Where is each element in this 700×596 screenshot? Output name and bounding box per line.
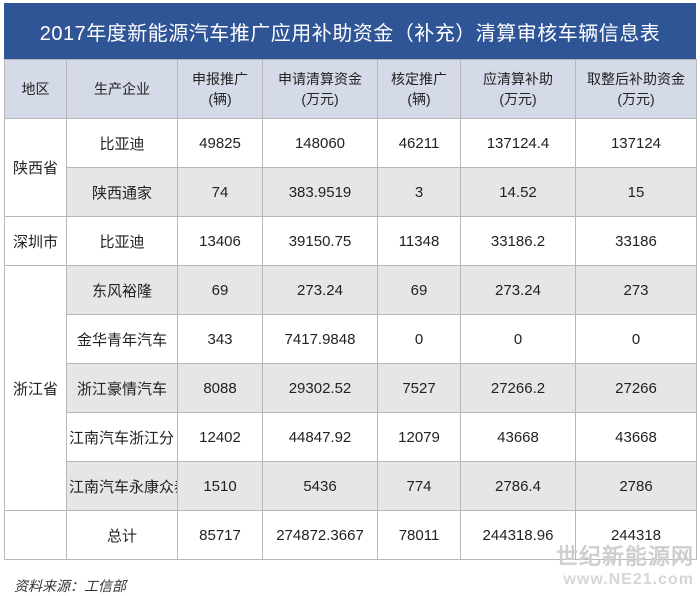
company-cell: 比亚迪 [66, 216, 178, 266]
rounded-cell: 15 [575, 167, 697, 217]
applied-cell: 7417.9848 [262, 314, 378, 364]
header-declared: 申报推广 (辆) [177, 59, 263, 119]
rounded-cell: 27266 [575, 363, 697, 413]
applied-cell: 273.24 [262, 265, 378, 315]
verified-cell: 69 [377, 265, 461, 315]
verified-cell: 12079 [377, 412, 461, 462]
applied-cell: 44847.92 [262, 412, 378, 462]
rounded-cell: 2786 [575, 461, 697, 511]
table-row: 金华青年汽车 343 7417.9848 0 0 0 [5, 314, 697, 364]
table-title: 2017年度新能源汽车推广应用补助资金（补充）清算审核车辆信息表 [4, 3, 696, 59]
declared-cell: 74 [177, 167, 263, 217]
rounded-cell: 0 [575, 314, 697, 364]
verified-cell: 3 [377, 167, 461, 217]
company-cell: 江南汽车永康众泰 [66, 461, 178, 511]
total-rounded: 244318 [575, 510, 697, 560]
company-cell: 金华青年汽车 [66, 314, 178, 364]
total-subsidy: 244318.96 [460, 510, 576, 560]
rounded-cell: 273 [575, 265, 697, 315]
declared-cell: 49825 [177, 118, 263, 168]
source-note: 资料来源：工信部 [14, 578, 126, 594]
region-cell-zhejiang: 浙江省 [4, 265, 67, 511]
table-frame: 2017年度新能源汽车推广应用补助资金（补充）清算审核车辆信息表 地区 生产企业… [4, 3, 697, 569]
subsidy-cell: 33186.2 [460, 216, 576, 266]
table-row: 江南汽车永康众泰 1510 5436 774 2786.4 2786 [5, 461, 697, 511]
header-applied: 申请清算资金 (万元) [262, 59, 378, 119]
verified-cell: 11348 [377, 216, 461, 266]
subsidy-cell: 273.24 [460, 265, 576, 315]
watermark-url: www.NE21.com [563, 571, 694, 588]
total-verified: 78011 [377, 510, 461, 560]
watermark-name: 世纪新能源网 [555, 544, 694, 569]
subsidy-cell: 0 [460, 314, 576, 364]
subsidy-cell: 43668 [460, 412, 576, 462]
company-cell: 比亚迪 [66, 118, 178, 168]
applied-cell: 148060 [262, 118, 378, 168]
applied-cell: 39150.75 [262, 216, 378, 266]
verified-cell: 774 [377, 461, 461, 511]
table-row: 陕西通家 74 383.9519 3 14.52 15 [5, 167, 697, 217]
applied-cell: 5436 [262, 461, 378, 511]
declared-cell: 13406 [177, 216, 263, 266]
applied-cell: 383.9519 [262, 167, 378, 217]
table-row: 陕西省 比亚迪 49825 148060 46211 137124.4 1371… [4, 118, 697, 217]
total-region-cell [4, 510, 67, 560]
watermark: 世纪新能源网 www.NE21.com [556, 539, 694, 589]
declared-cell: 343 [177, 314, 263, 364]
header-verified: 核定推广 (辆) [377, 59, 461, 119]
company-cell: 陕西通家 [66, 167, 178, 217]
region-cell-shenzhen: 深圳市 [4, 216, 67, 266]
subsidy-cell: 137124.4 [460, 118, 576, 168]
header-subsidy: 应清算补助 (万元) [460, 59, 576, 119]
company-cell: 东风裕隆 [66, 265, 178, 315]
table-row: 浙江省 东风裕隆 69 273.24 69 273.24 273 [4, 265, 697, 511]
subsidy-cell: 27266.2 [460, 363, 576, 413]
verified-cell: 7527 [377, 363, 461, 413]
rounded-cell: 43668 [575, 412, 697, 462]
company-cell: 浙江豪情汽车 [66, 363, 178, 413]
declared-cell: 8088 [177, 363, 263, 413]
table-row: 浙江豪情汽车 8088 29302.52 7527 27266.2 27266 [5, 363, 697, 413]
total-label: 总计 [66, 510, 178, 560]
total-declared: 85717 [177, 510, 263, 560]
declared-cell: 1510 [177, 461, 263, 511]
region-cell-shaanxi: 陕西省 [4, 118, 67, 217]
table-row: 江南汽车浙江分 12402 44847.92 12079 43668 43668 [5, 412, 697, 462]
total-row: 总计 85717 274872.3667 78011 244318.96 244… [4, 510, 697, 560]
subsidy-table: 地区 生产企业 申报推广 (辆) 申请清算资金 (万元) 核定推广 (辆) 应清算补助… [4, 59, 697, 560]
rounded-cell: 33186 [575, 216, 697, 266]
table-row: 深圳市 比亚迪 13406 39150.75 11348 33186.2 331… [4, 216, 697, 266]
declared-cell: 69 [177, 265, 263, 315]
header-row: 地区 生产企业 申报推广 (辆) 申请清算资金 (万元) 核定推广 (辆) 应清算补助… [4, 59, 697, 119]
total-applied: 274872.3667 [262, 510, 378, 560]
verified-cell: 46211 [377, 118, 461, 168]
declared-cell: 12402 [177, 412, 263, 462]
header-rounded: 取整后补助资金 (万元) [575, 59, 697, 119]
header-company: 生产企业 [66, 59, 178, 119]
subsidy-cell: 14.52 [460, 167, 576, 217]
header-region: 地区 [4, 59, 67, 119]
verified-cell: 0 [377, 314, 461, 364]
applied-cell: 29302.52 [262, 363, 378, 413]
subsidy-cell: 2786.4 [460, 461, 576, 511]
company-cell: 江南汽车浙江分 [66, 412, 178, 462]
rounded-cell: 137124 [575, 118, 697, 168]
